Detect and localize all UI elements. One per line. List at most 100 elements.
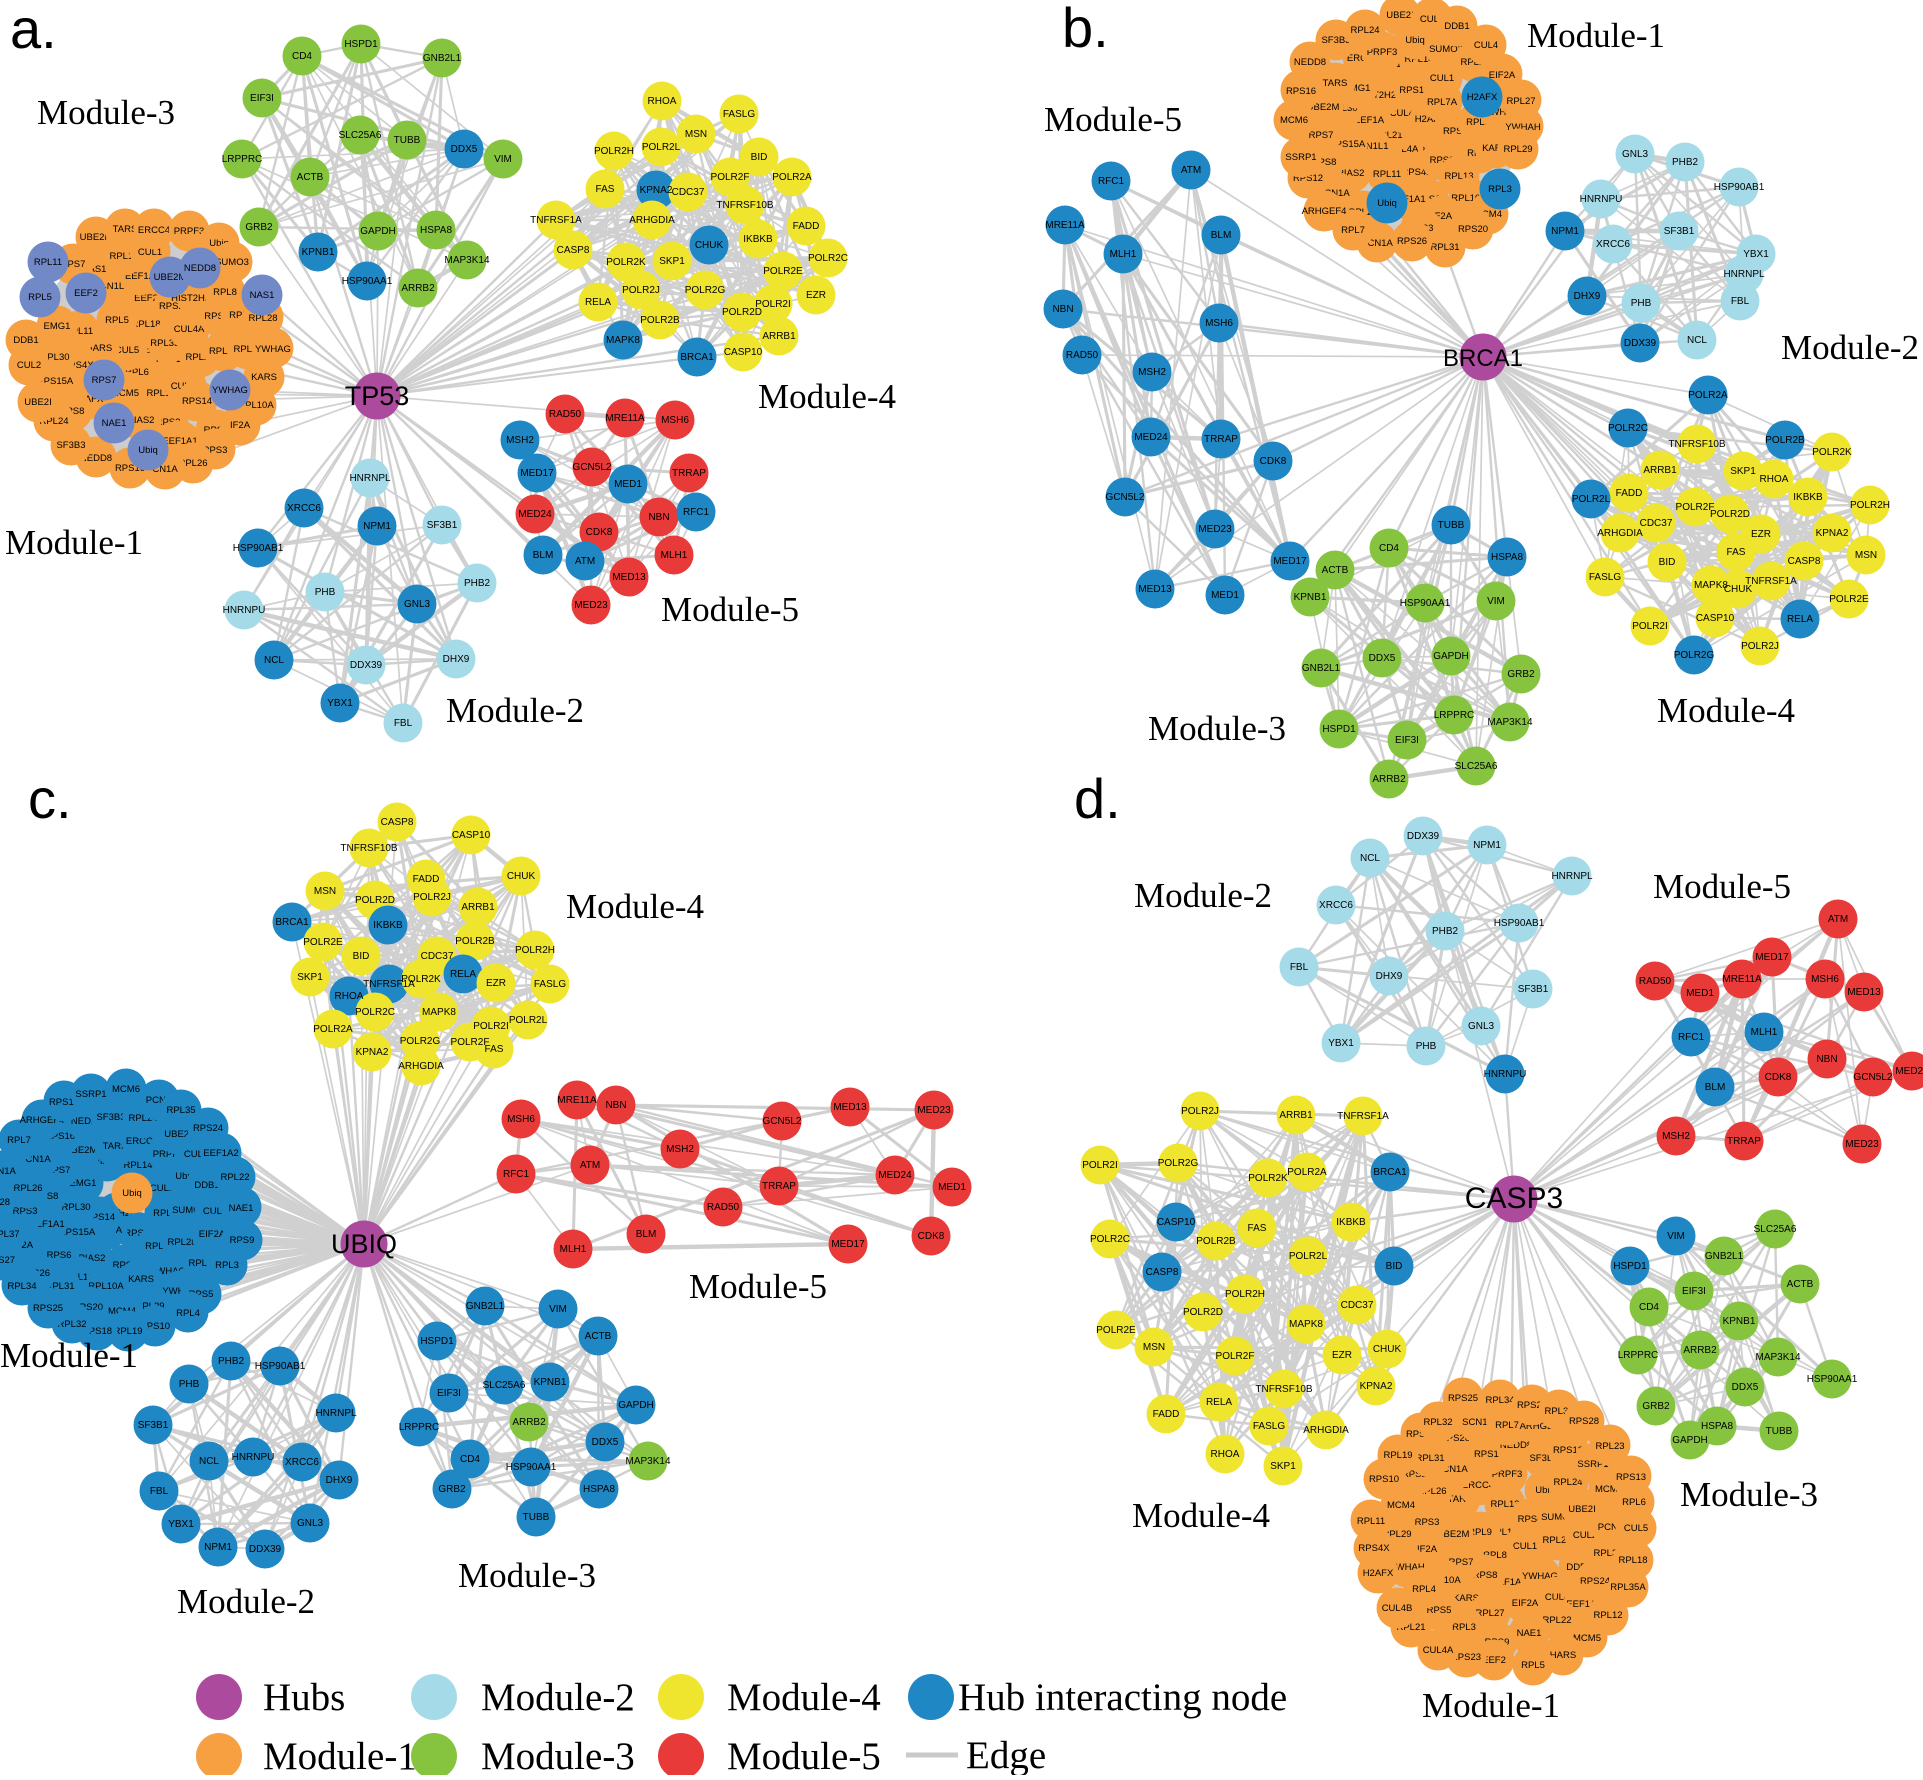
svg-text:RPS7: RPS7	[92, 375, 117, 386]
svg-text:c.: c.	[28, 767, 72, 830]
svg-text:RPL37: RPL37	[0, 1229, 20, 1240]
svg-text:RHOA: RHOA	[648, 96, 677, 107]
svg-text:RPL31: RPL31	[1430, 242, 1459, 253]
svg-text:NPM1: NPM1	[204, 1542, 232, 1553]
svg-text:MED13: MED13	[833, 1102, 867, 1113]
svg-text:DDX5: DDX5	[451, 144, 478, 155]
svg-text:Module-5: Module-5	[727, 1735, 881, 1775]
svg-text:Module-1: Module-1	[1527, 16, 1665, 55]
svg-text:GNB2L1: GNB2L1	[1705, 1251, 1744, 1262]
svg-text:CHUK: CHUK	[695, 240, 724, 251]
svg-text:SKP1: SKP1	[297, 972, 323, 983]
svg-text:HSPD1: HSPD1	[420, 1336, 454, 1347]
svg-text:POLR2E: POLR2E	[303, 937, 343, 948]
svg-text:CD4: CD4	[1379, 543, 1399, 554]
svg-text:PHB2: PHB2	[464, 578, 491, 589]
svg-text:RPL35A: RPL35A	[1610, 1582, 1646, 1593]
svg-text:TP53: TP53	[345, 381, 410, 411]
svg-text:MED17: MED17	[831, 1239, 865, 1250]
svg-text:RHOA: RHOA	[1211, 1449, 1240, 1460]
svg-text:BLM: BLM	[1705, 1082, 1726, 1093]
svg-text:NAE1: NAE1	[102, 418, 127, 429]
svg-text:RPL3: RPL3	[1452, 1622, 1476, 1633]
svg-text:Module-4: Module-4	[727, 1676, 881, 1719]
svg-text:Edge: Edge	[966, 1734, 1046, 1775]
svg-text:POLR2D: POLR2D	[1183, 1307, 1223, 1318]
svg-text:DDB1: DDB1	[13, 335, 38, 346]
svg-text:IKBKB: IKBKB	[1336, 1217, 1366, 1228]
svg-text:SLC25A6: SLC25A6	[483, 1380, 526, 1391]
svg-text:RPS25: RPS25	[1448, 1393, 1478, 1404]
svg-text:POLR2K: POLR2K	[1248, 1173, 1288, 1184]
svg-text:EEF2: EEF2	[74, 288, 98, 299]
svg-text:RPL23: RPL23	[1595, 1441, 1624, 1452]
svg-text:NCL: NCL	[1360, 853, 1380, 864]
svg-text:POLR2I: POLR2I	[1632, 621, 1668, 632]
svg-text:RPL7: RPL7	[1495, 1420, 1519, 1431]
svg-text:FAS: FAS	[1727, 547, 1746, 558]
svg-text:ATM: ATM	[580, 1160, 600, 1171]
svg-text:POLR2A: POLR2A	[1287, 1167, 1327, 1178]
svg-text:MAP3K14: MAP3K14	[1755, 1352, 1800, 1363]
svg-text:MED17: MED17	[1273, 556, 1307, 567]
svg-text:POLR2L: POLR2L	[642, 142, 681, 153]
svg-text:PHB2: PHB2	[218, 1356, 245, 1367]
svg-text:CASP8: CASP8	[1788, 556, 1821, 567]
svg-text:POLR2H: POLR2H	[1850, 500, 1890, 511]
svg-text:SKP1: SKP1	[1730, 466, 1756, 477]
svg-text:SF3B1: SF3B1	[138, 1420, 169, 1431]
svg-text:POLR2D: POLR2D	[355, 895, 395, 906]
svg-text:POLR2B: POLR2B	[640, 315, 680, 326]
svg-text:FASLG: FASLG	[1589, 572, 1621, 583]
svg-text:POLR2F: POLR2F	[711, 172, 750, 183]
svg-text:TNFRSF10B: TNFRSF10B	[1255, 1384, 1313, 1395]
svg-text:FBL: FBL	[1290, 962, 1309, 973]
svg-text:SF3B1: SF3B1	[1518, 984, 1549, 995]
svg-text:KARS: KARS	[251, 372, 277, 383]
svg-text:ARRB2: ARRB2	[512, 1417, 546, 1428]
svg-text:MCM6: MCM6	[112, 1084, 140, 1095]
svg-text:RPL5: RPL5	[105, 315, 129, 326]
svg-text:ARHGDIA: ARHGDIA	[629, 215, 675, 226]
svg-text:CASP10: CASP10	[452, 830, 491, 841]
svg-text:PHB2: PHB2	[1432, 926, 1459, 937]
svg-text:NPM1: NPM1	[363, 521, 391, 532]
svg-text:CDC37: CDC37	[421, 951, 454, 962]
svg-text:Hubs: Hubs	[263, 1676, 345, 1719]
svg-text:HNRNPL: HNRNPL	[349, 473, 391, 484]
svg-text:HSP90AB1: HSP90AB1	[255, 1361, 306, 1372]
svg-text:RAD50: RAD50	[549, 409, 582, 420]
svg-text:RPL6: RPL6	[1622, 1497, 1646, 1508]
svg-text:FBL: FBL	[150, 1486, 169, 1497]
svg-text:MED23: MED23	[574, 600, 608, 611]
svg-text:POLR2H: POLR2H	[594, 146, 634, 157]
svg-text:RFC1: RFC1	[503, 1169, 530, 1180]
svg-text:ARHGDIA: ARHGDIA	[1303, 1425, 1349, 1436]
svg-text:PHB2: PHB2	[1672, 157, 1699, 168]
svg-text:TNFRSF10B: TNFRSF10B	[716, 200, 774, 211]
svg-text:CD4: CD4	[292, 51, 312, 62]
svg-text:FAS: FAS	[596, 184, 615, 195]
svg-text:MLH1: MLH1	[1110, 249, 1137, 260]
svg-text:DDX39: DDX39	[350, 660, 383, 671]
svg-text:ARHGEF4: ARHGEF4	[1302, 206, 1347, 217]
svg-text:RELA: RELA	[585, 297, 611, 308]
svg-text:NAE1: NAE1	[229, 1203, 254, 1214]
svg-text:VIM: VIM	[1487, 596, 1505, 607]
svg-text:VIM: VIM	[494, 154, 512, 165]
svg-text:POLR2C: POLR2C	[1608, 423, 1648, 434]
svg-text:MED17: MED17	[520, 468, 554, 479]
svg-text:MSH2: MSH2	[1662, 1131, 1690, 1142]
svg-text:ACTB: ACTB	[1322, 565, 1349, 576]
svg-text:POLR2C: POLR2C	[355, 1007, 395, 1018]
svg-text:CDC37: CDC37	[1341, 1300, 1374, 1311]
svg-text:FASLG: FASLG	[1253, 1421, 1285, 1432]
svg-text:RHOA: RHOA	[1760, 474, 1789, 485]
svg-text:ARRB1: ARRB1	[762, 331, 796, 342]
svg-text:MSH6: MSH6	[661, 415, 689, 426]
svg-text:POLR2A: POLR2A	[772, 172, 812, 183]
svg-text:CD4: CD4	[1639, 1302, 1659, 1313]
svg-text:UBE2I: UBE2I	[1568, 1504, 1595, 1515]
svg-text:HSP90AA1: HSP90AA1	[1400, 598, 1451, 609]
svg-text:LRPPRC: LRPPRC	[1618, 1350, 1659, 1361]
